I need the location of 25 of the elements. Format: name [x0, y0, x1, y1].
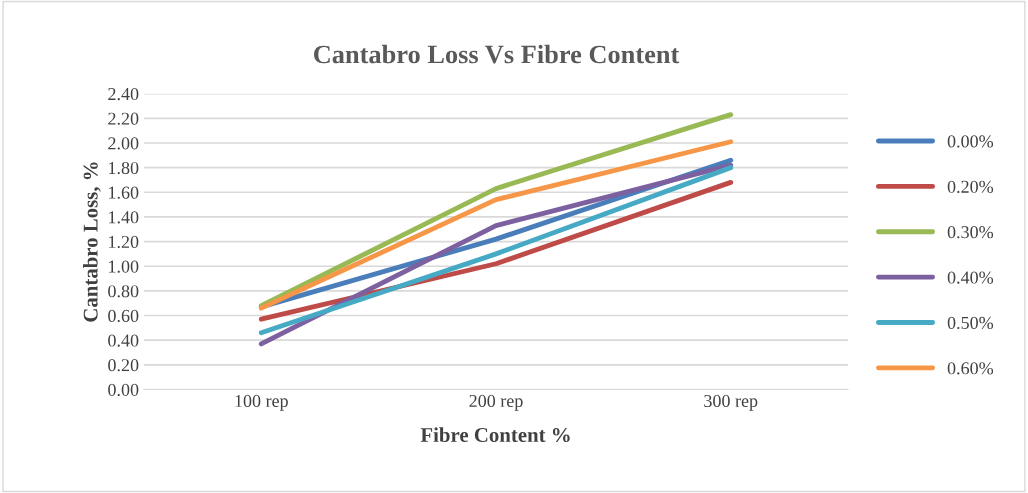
legend-label: 0.40% — [947, 271, 994, 284]
legend-label: 0.00% — [947, 135, 994, 148]
chart-title: Cantabro Loss Vs Fibre Content — [314, 44, 680, 64]
y-tick-label: 2.40 — [108, 87, 139, 101]
y-axis-title: Cantabro Loss, % — [83, 162, 101, 322]
y-tick-label: 0.40 — [108, 334, 139, 347]
y-tick-label: 0.60 — [108, 309, 139, 323]
x-axis-title: Fibre Content % — [420, 427, 570, 443]
x-tick-label: 100 rep — [235, 394, 288, 411]
y-tick-label: 1.00 — [109, 260, 139, 273]
y-tick-label: 1.80 — [109, 161, 139, 175]
y-tick-label: 0.20 — [108, 359, 139, 372]
legend-label: 0.50% — [947, 316, 994, 330]
legend-label: 0.30% — [947, 226, 994, 239]
y-tick-label: 2.20 — [108, 112, 139, 125]
legend-label: 0.20% — [947, 180, 994, 193]
y-tick-label: 1.40 — [109, 211, 139, 224]
y-tick-label: 0.80 — [108, 285, 139, 298]
y-tick-label: 1.20 — [109, 235, 139, 249]
y-tick-label: 0.00 — [108, 383, 139, 396]
x-tick-label: 300 rep — [704, 394, 758, 411]
x-tick-label: 200 rep — [469, 394, 523, 411]
legend-label: 0.60% — [947, 362, 994, 375]
y-tick-label: 1.60 — [109, 186, 139, 199]
y-tick-label: 2.00 — [108, 137, 139, 150]
